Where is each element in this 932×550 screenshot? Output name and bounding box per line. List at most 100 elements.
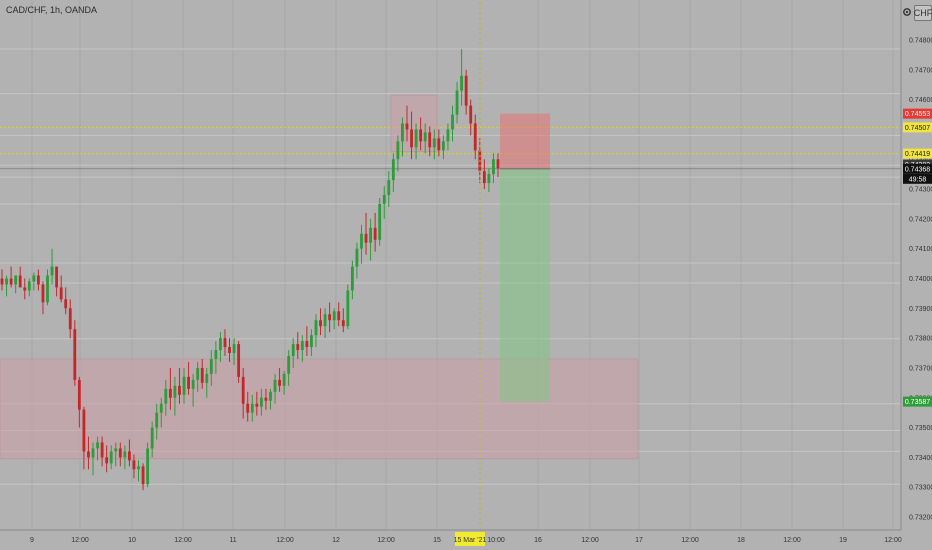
price-tag-label: 0.74507 <box>905 125 930 132</box>
candle <box>246 403 250 413</box>
candle <box>291 344 295 357</box>
x-tick-label: 15 Mar '21 <box>454 537 487 544</box>
candle <box>273 379 277 392</box>
candle <box>100 442 104 458</box>
candle <box>364 233 368 243</box>
candle <box>355 248 359 267</box>
price-tag-label: 0.74419 <box>905 151 930 158</box>
candle <box>191 379 195 389</box>
candle <box>387 180 391 196</box>
y-tick-label: 0.74300 <box>909 187 932 194</box>
x-tick-label: 12:00 <box>783 537 801 544</box>
candle <box>223 338 227 348</box>
x-tick-label: 12:00 <box>884 537 902 544</box>
candle <box>50 266 54 276</box>
candle <box>141 466 145 485</box>
price-tag-countdown <box>903 173 932 184</box>
candle <box>360 233 363 249</box>
take-profit-zone <box>500 168 550 402</box>
horizontal-levels <box>0 48 901 485</box>
x-tick-label: 10:00 <box>487 537 505 544</box>
candle <box>296 344 300 351</box>
candle <box>0 278 4 285</box>
x-tick-label: 12:00 <box>71 537 89 544</box>
candle <box>46 275 49 303</box>
currency-label: CHF <box>913 8 932 18</box>
candle <box>314 320 318 336</box>
candle <box>310 335 313 348</box>
y-tick-label: 0.74600 <box>909 97 932 104</box>
x-tick-label: 9 <box>30 537 34 544</box>
candle <box>373 227 377 240</box>
price-tag-label: 0.74368 <box>905 166 930 173</box>
candle <box>451 114 454 130</box>
candle <box>209 358 213 374</box>
candle <box>423 132 427 142</box>
candle <box>228 347 231 354</box>
candle <box>428 132 432 148</box>
candle <box>132 460 136 470</box>
candle <box>432 138 436 148</box>
candle <box>77 379 81 410</box>
candle <box>200 367 204 383</box>
candle <box>109 451 113 464</box>
candle <box>219 338 222 351</box>
candle <box>36 275 40 285</box>
x-tick-label: 16 <box>534 537 542 544</box>
candle <box>118 448 122 458</box>
candle <box>337 311 341 321</box>
candle <box>114 448 118 452</box>
x-tick-label: 18 <box>737 537 745 544</box>
candle <box>382 195 386 204</box>
candle <box>96 442 99 449</box>
price-tag-target <box>903 396 932 407</box>
candle <box>401 123 404 142</box>
price-tag-label: 0.74553 <box>905 111 930 118</box>
candle <box>14 275 18 285</box>
candle <box>464 75 468 106</box>
price-tag-stop <box>903 108 932 119</box>
y-tick-label: 0.74700 <box>909 67 932 74</box>
candle <box>287 356 291 374</box>
candle <box>128 451 131 461</box>
candle <box>496 159 500 169</box>
candle <box>82 409 86 452</box>
candle <box>214 350 218 359</box>
candle <box>259 397 263 407</box>
y-tick-label: 0.73500 <box>909 425 932 432</box>
y-tick-label: 0.74200 <box>909 216 932 223</box>
candle <box>41 284 45 303</box>
candle <box>282 373 286 386</box>
candle <box>178 385 181 395</box>
x-tick-highlight <box>455 532 485 546</box>
candle <box>332 311 336 321</box>
gear-icon[interactable] <box>902 5 912 19</box>
price-tag-entry <box>903 163 932 174</box>
candle <box>123 451 127 458</box>
y-tick-label: 0.74100 <box>909 246 932 253</box>
candle <box>250 403 254 413</box>
candle <box>55 266 59 288</box>
currency-button[interactable]: CHF <box>914 5 932 21</box>
candle <box>182 376 186 395</box>
x-tick-label: 12:00 <box>581 537 599 544</box>
candle <box>5 278 8 285</box>
candle <box>469 105 473 124</box>
candle <box>9 278 13 285</box>
candle <box>255 403 259 407</box>
x-tick-label: 17 <box>635 537 643 544</box>
candle <box>27 281 31 291</box>
candle <box>396 141 400 160</box>
candle <box>241 376 245 404</box>
x-tick-label: 15 <box>433 537 441 544</box>
y-tick-label: 0.73300 <box>909 485 932 492</box>
y-tick-label: 0.73200 <box>909 515 932 522</box>
x-tick-label: 10 <box>128 537 136 544</box>
candle <box>23 287 27 291</box>
price-tags: 0.745530.745070.744190.743820.7436849:58… <box>903 108 932 407</box>
candle <box>146 448 150 485</box>
candle <box>346 290 350 327</box>
candle <box>187 376 190 389</box>
